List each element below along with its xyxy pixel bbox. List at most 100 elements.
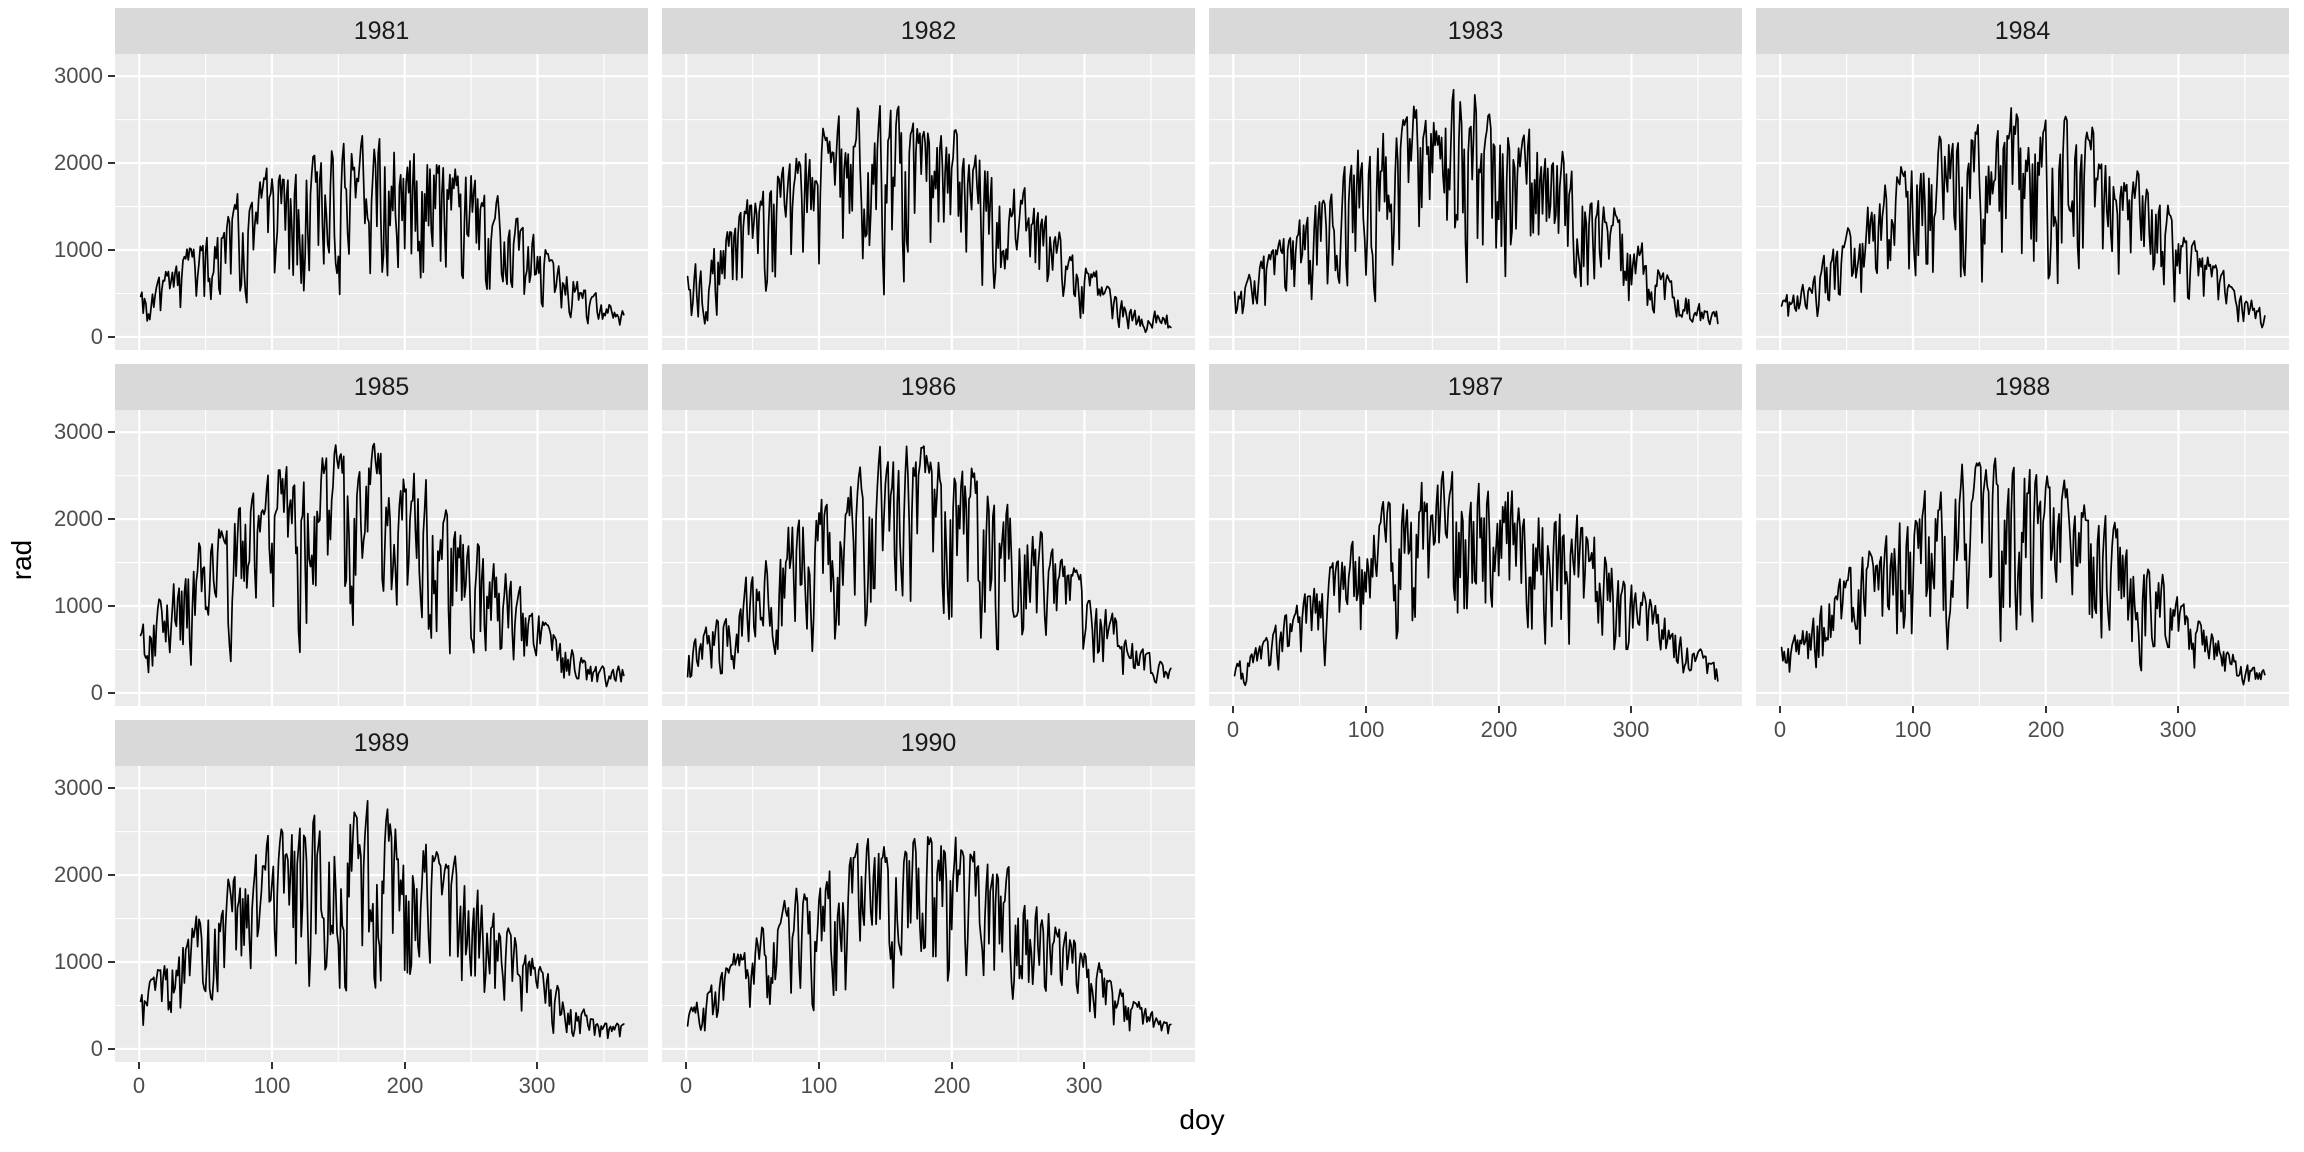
y-tick-label: 2000	[54, 862, 103, 887]
data-line-1983	[1233, 88, 1719, 326]
x-tick-label: 300	[2159, 717, 2197, 742]
data-line-1981	[139, 135, 625, 326]
facet-strip: 1987	[1209, 364, 1742, 410]
x-tick-label: 100	[1347, 717, 1385, 742]
facet-panel-1986	[662, 410, 1195, 706]
x-tick-mark	[1779, 706, 1781, 713]
x-tick-label: 100	[800, 1073, 838, 1098]
facet-strip: 1981	[115, 8, 648, 54]
y-tick-label: 2000	[54, 150, 103, 175]
x-tick-mark	[536, 1062, 538, 1069]
data-line-1990	[686, 836, 1172, 1035]
data-line-1985	[139, 442, 625, 688]
data-line-1984	[1780, 107, 2266, 329]
x-tick-mark	[951, 1062, 953, 1069]
panel-background	[1209, 410, 1742, 706]
x-tick-mark	[138, 1062, 140, 1069]
x-tick-label: 200	[933, 1073, 971, 1098]
x-tick-mark	[818, 1062, 820, 1069]
facet-strip-label: 1989	[353, 728, 410, 757]
x-tick-label: 100	[1894, 717, 1932, 742]
facet-panel-1981	[115, 54, 648, 350]
x-tick-label: 0	[132, 1073, 146, 1098]
y-axis-title: rad	[6, 539, 37, 581]
panel-background	[1756, 410, 2289, 706]
facet-strip: 1989	[115, 720, 648, 766]
y-tick-mark	[108, 431, 115, 433]
panel-background	[662, 766, 1195, 1062]
y-tick-label: 3000	[54, 775, 103, 800]
facet-strip-label: 1981	[353, 16, 410, 45]
x-tick-mark	[404, 1062, 406, 1069]
x-axis-title: doy	[1179, 1104, 1225, 1135]
y-tick-mark	[108, 605, 115, 607]
y-tick-label: 0	[90, 680, 103, 705]
facet-strip: 1988	[1756, 364, 2289, 410]
y-tick-mark	[108, 162, 115, 164]
facet-strip: 1990	[662, 720, 1195, 766]
y-tick-mark	[108, 787, 115, 789]
x-tick-mark	[2045, 706, 2047, 713]
facet-strip-label: 1985	[353, 372, 410, 401]
facet-strip-label: 1987	[1447, 372, 1504, 401]
x-tick-label: 0	[679, 1073, 693, 1098]
y-tick-label: 1000	[54, 593, 103, 618]
facet-panel-1988	[1756, 410, 2289, 706]
y-tick-mark	[108, 1048, 115, 1050]
x-tick-mark	[271, 1062, 273, 1069]
facet-strip-label: 1982	[900, 16, 957, 45]
panel-background	[115, 54, 648, 350]
x-tick-label: 200	[386, 1073, 424, 1098]
facet-strip: 1986	[662, 364, 1195, 410]
x-tick-label: 200	[2027, 717, 2065, 742]
data-line-1986	[686, 445, 1172, 684]
x-tick-label: 0	[1226, 717, 1240, 742]
facet-strip-label: 1984	[1994, 16, 2051, 45]
panel-background	[662, 410, 1195, 706]
y-tick-label: 2000	[54, 506, 103, 531]
x-tick-mark	[1365, 706, 1367, 713]
facet-strip-label: 1983	[1447, 16, 1504, 45]
data-line-1982	[686, 104, 1172, 334]
y-tick-mark	[108, 75, 115, 77]
data-line-1989	[139, 799, 625, 1040]
facet-strip-label: 1986	[900, 372, 957, 401]
facet-panel-1984	[1756, 54, 2289, 350]
y-tick-label: 1000	[54, 949, 103, 974]
panel-background	[662, 54, 1195, 350]
x-tick-label: 300	[518, 1073, 556, 1098]
facet-panel-1987	[1209, 410, 1742, 706]
x-tick-mark	[2177, 706, 2179, 713]
x-tick-label: 200	[1480, 717, 1518, 742]
facet-strip-label: 1988	[1994, 372, 2051, 401]
y-tick-mark	[108, 518, 115, 520]
y-tick-mark	[108, 336, 115, 338]
x-tick-label: 300	[1612, 717, 1650, 742]
y-tick-mark	[108, 249, 115, 251]
y-tick-mark	[108, 874, 115, 876]
y-tick-label: 0	[90, 1036, 103, 1061]
facet-strip: 1982	[662, 8, 1195, 54]
x-tick-mark	[1912, 706, 1914, 713]
x-tick-mark	[1630, 706, 1632, 713]
facet-panel-1983	[1209, 54, 1742, 350]
y-tick-label: 3000	[54, 419, 103, 444]
x-tick-mark	[1498, 706, 1500, 713]
y-tick-mark	[108, 961, 115, 963]
facet-panel-1982	[662, 54, 1195, 350]
x-tick-label: 100	[253, 1073, 291, 1098]
y-tick-label: 3000	[54, 63, 103, 88]
facet-strip: 1983	[1209, 8, 1742, 54]
y-tick-mark	[108, 692, 115, 694]
facet-panel-1990	[662, 766, 1195, 1062]
facet-strip: 1985	[115, 364, 648, 410]
x-tick-mark	[1232, 706, 1234, 713]
y-tick-label: 1000	[54, 237, 103, 262]
data-line-1987	[1233, 470, 1719, 687]
x-tick-label: 300	[1065, 1073, 1103, 1098]
facet-strip: 1984	[1756, 8, 2289, 54]
x-tick-label: 0	[1773, 717, 1787, 742]
x-tick-mark	[685, 1062, 687, 1069]
x-tick-mark	[1083, 1062, 1085, 1069]
